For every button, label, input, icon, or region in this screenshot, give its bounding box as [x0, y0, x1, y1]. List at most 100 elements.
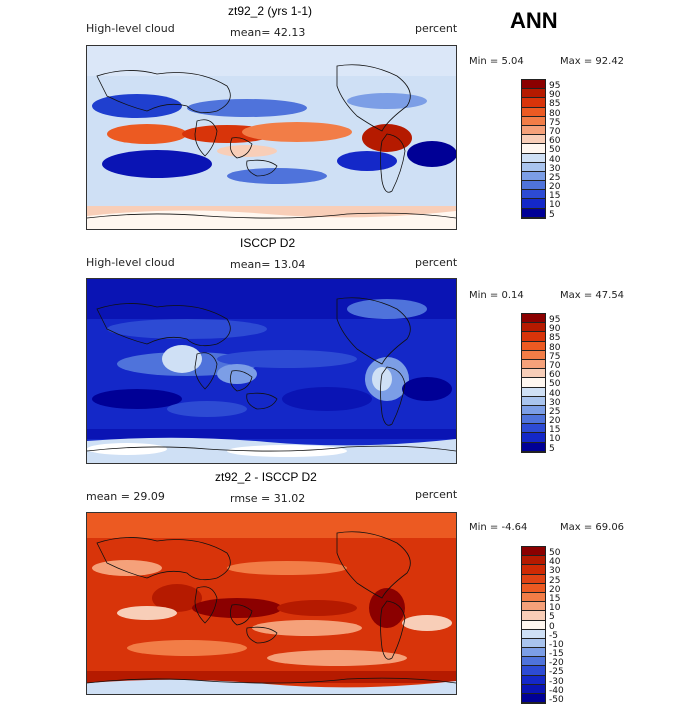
- colorbar-swatch: [522, 602, 545, 612]
- colorbar-tick-label: 10: [549, 200, 561, 211]
- colorbar-tick-label: 20: [549, 584, 561, 595]
- colorbar-swatch: [522, 556, 545, 566]
- colorbar-swatch: [522, 314, 545, 324]
- panel-3-max: Max = 69.06: [560, 522, 625, 533]
- colorbar-swatch: [522, 323, 545, 333]
- colorbar-tick-label: 95: [549, 81, 561, 91]
- colorbar-tick-label: 15: [549, 425, 561, 436]
- panel-2-min: Min = 0.14: [469, 290, 524, 301]
- colorbar-swatch: [522, 547, 545, 557]
- colorbar-tick-label: -15: [549, 649, 564, 660]
- panel-3-rmse: rmse = 31.02: [230, 492, 306, 505]
- colorbar-swatch: [522, 171, 545, 182]
- colorbar-swatch: [522, 415, 545, 425]
- colorbar-tick-label: 85: [549, 333, 561, 344]
- colorbar-swatch: [522, 80, 545, 90]
- colorbar-tick-label: 80: [549, 342, 561, 353]
- colorbar-swatch: [522, 162, 545, 172]
- colorbar-tick-label: 60: [549, 136, 561, 147]
- panel-2-map-svg: [87, 279, 456, 463]
- panel-1-mean: mean= 42.13: [230, 26, 306, 39]
- colorbar-tick-label: 10: [549, 434, 561, 445]
- panel-2-units: percent: [415, 256, 458, 269]
- panel-1-title: zt92_2 (yrs 1-1): [228, 4, 313, 18]
- colorbar-swatch: [522, 424, 545, 434]
- colorbar-swatch: [522, 684, 545, 694]
- colorbar-tick-label: 25: [549, 406, 561, 417]
- colorbar-swatch: [522, 125, 545, 136]
- colorbar-swatch: [522, 442, 545, 452]
- colorbar-swatch: [522, 208, 545, 218]
- colorbar-swatch: [522, 369, 545, 379]
- colorbar-swatch: [522, 359, 545, 370]
- panel-2-title: ISCCP D2: [240, 236, 296, 250]
- colorbar-swatch: [522, 181, 545, 191]
- colorbar-tick-label: 60: [549, 370, 561, 381]
- colorbar-tick-label: 20: [549, 416, 561, 427]
- panel-1-variable-label: High-level cloud: [86, 22, 175, 35]
- colorbar-swatch: [522, 638, 545, 649]
- colorbar-swatch: [522, 378, 545, 388]
- colorbar-swatch: [522, 199, 545, 209]
- colorbar-swatch: [522, 387, 545, 397]
- colorbar-tick-label: 70: [549, 360, 561, 371]
- colorbar-tick-label: 40: [549, 388, 561, 399]
- colorbar-swatch: [522, 433, 545, 443]
- colorbar-swatch: [522, 611, 545, 621]
- panel-3-map: [86, 512, 457, 695]
- panel-3-units: percent: [415, 488, 458, 501]
- panel-3-min: Min = -4.64: [469, 522, 528, 533]
- colorbar-swatch: [522, 98, 545, 108]
- colorbar-tick-label: 75: [549, 117, 561, 128]
- colorbar-tick-label: -40: [549, 685, 564, 696]
- colorbar-tick-label: 40: [549, 557, 561, 568]
- colorbar-swatch: [522, 350, 545, 360]
- colorbar-swatch: [522, 666, 545, 676]
- colorbar-tick-label: 90: [549, 324, 561, 335]
- colorbar-swatch: [522, 135, 545, 145]
- panel-3-colorbar: [521, 546, 546, 705]
- panel-1-map-svg: [87, 46, 456, 229]
- colorbar-tick-label: -10: [549, 639, 564, 650]
- colorbar-tick-label: 95: [549, 315, 561, 325]
- colorbar-tick-label: 25: [549, 172, 561, 183]
- colorbar-tick-label: 50: [549, 145, 561, 156]
- season-label: ANN: [510, 8, 558, 33]
- colorbar-tick-label: -50: [549, 695, 564, 705]
- panel-1-map: [86, 45, 457, 230]
- panel-2-variable-label: High-level cloud: [86, 256, 175, 269]
- colorbar-swatch: [522, 620, 545, 630]
- colorbar-tick-label: 0: [549, 621, 555, 632]
- colorbar-tick-label: 5: [549, 209, 555, 220]
- panel-1-min: Min = 5.04: [469, 56, 524, 67]
- colorbar-swatch: [522, 629, 545, 639]
- panel-1-max: Max = 92.42: [560, 56, 625, 67]
- panel-3-title: zt92_2 - ISCCP D2: [215, 470, 317, 484]
- panel-2-max: Max = 47.54: [560, 290, 625, 301]
- colorbar-tick-label: -25: [549, 667, 564, 678]
- colorbar-tick-label: 30: [549, 163, 561, 174]
- colorbar-swatch: [522, 592, 545, 603]
- panel-2-mean: mean= 13.04: [230, 258, 306, 271]
- colorbar-tick-label: 90: [549, 90, 561, 101]
- colorbar-swatch: [522, 396, 545, 406]
- colorbar-tick-label: 10: [549, 603, 561, 614]
- colorbar-swatch: [522, 107, 545, 117]
- colorbar-tick-label: 50: [549, 548, 561, 558]
- colorbar-tick-label: 50: [549, 379, 561, 390]
- panel-1-colorbar: [521, 79, 546, 219]
- colorbar-swatch: [522, 332, 545, 342]
- colorbar-swatch: [522, 116, 545, 126]
- colorbar-tick-label: 75: [549, 351, 561, 362]
- colorbar-tick-label: 5: [549, 612, 555, 623]
- colorbar-tick-label: 80: [549, 108, 561, 119]
- colorbar-swatch: [522, 341, 545, 351]
- panel-3-colorbar-ticks: 50 40 30 25 20 15 10 5 0 -5 -10 -15 -20 -25 -30 -40 -50: [549, 548, 564, 705]
- panel-1-units: percent: [415, 22, 458, 35]
- colorbar-swatch: [522, 574, 545, 584]
- colorbar-swatch: [522, 694, 545, 704]
- colorbar-tick-label: 5: [549, 443, 555, 454]
- panel-3-mean: mean = 29.09: [86, 490, 165, 503]
- colorbar-swatch: [522, 583, 545, 593]
- colorbar-swatch: [522, 648, 545, 658]
